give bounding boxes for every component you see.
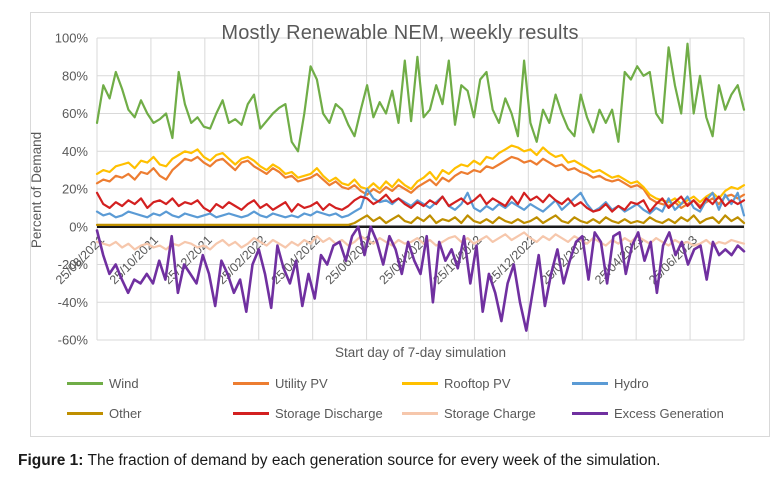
chart-title: Mostly Renewable NEM, weekly results	[221, 22, 579, 44]
series-line-excess-generation	[95, 225, 746, 332]
chart-plot: 100%80%60%40%20%0%-20%-40%-60%25/08/2021…	[53, 31, 746, 348]
series-line-wind	[95, 42, 746, 153]
y-tick-label: 0%	[69, 219, 88, 234]
series-line-utility-pv	[95, 155, 746, 209]
series-line-other	[95, 214, 746, 226]
figure-caption-label: Figure 1:	[18, 452, 84, 469]
y-tick-label: -40%	[58, 295, 89, 310]
y-tick-label: 60%	[62, 106, 88, 121]
y-tick-label: 100%	[55, 31, 89, 46]
y-tick-label: 80%	[62, 68, 88, 83]
y-tick-label: 40%	[62, 144, 88, 159]
y-tick-label: 20%	[62, 182, 88, 197]
series-line-rooftop-pv	[95, 144, 746, 206]
y-axis-title: Percent of Demand	[29, 131, 44, 249]
figure-caption-text: The fraction of demand by each generatio…	[83, 452, 661, 469]
x-axis-title: Start day of 7-day simulation	[334, 345, 507, 360]
series-line-storage-discharge	[95, 191, 746, 213]
y-tick-label: -60%	[58, 333, 89, 348]
y-tick-label: -20%	[58, 257, 89, 272]
figure-caption: Figure 1: The fraction of demand by each…	[18, 452, 774, 470]
